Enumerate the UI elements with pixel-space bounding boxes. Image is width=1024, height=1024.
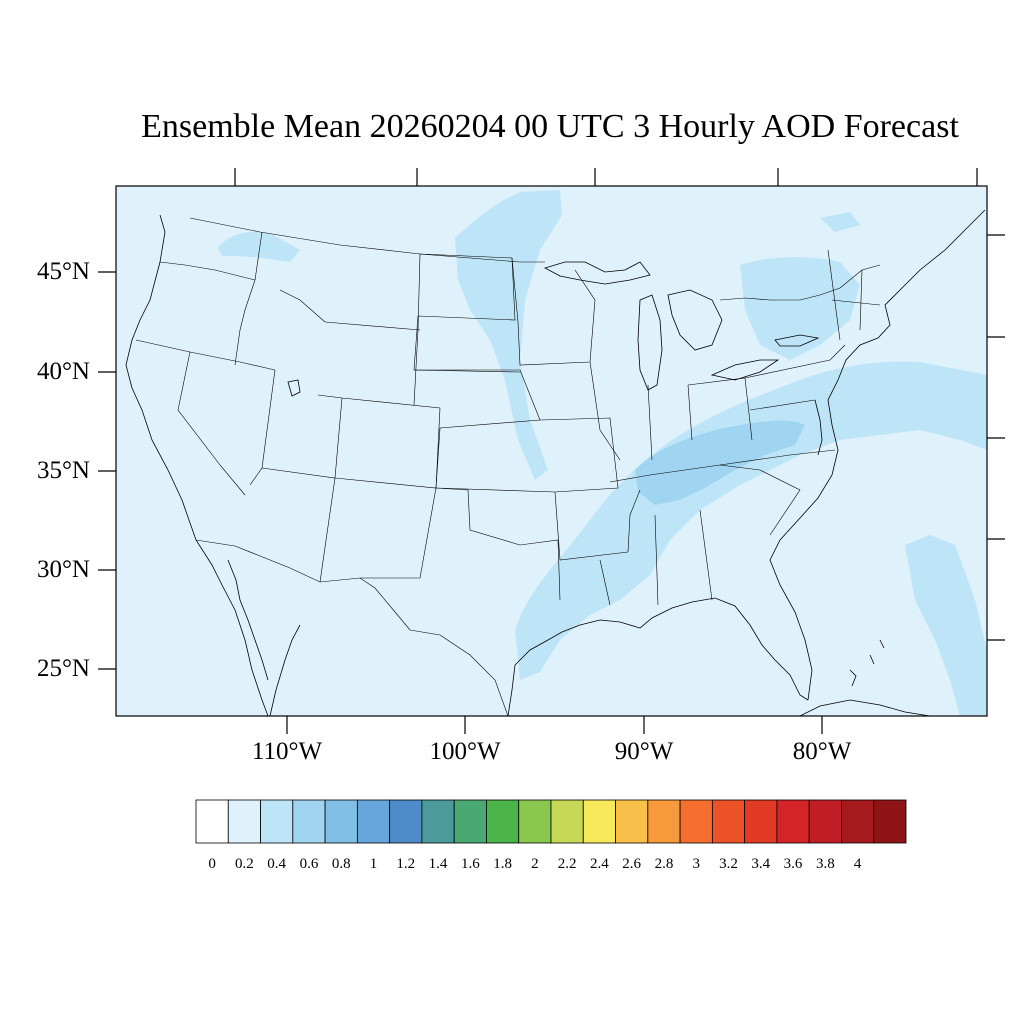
state-ut-co [261,394,441,489]
colorbar [195,799,907,844]
colorbar-label: 0.4 [267,856,287,872]
colorbar-swatch [227,799,261,844]
colorbar-label: 2 [531,856,539,872]
lat-label-45n: 45°N [36,258,90,285]
state-southeast [599,464,801,606]
colorbar-swatch [389,799,423,844]
lon-label-110w: 110°W [251,738,323,765]
colorbar-label: 2.8 [654,856,674,872]
gulf-coastline [507,597,809,716]
atlantic-coastline [769,209,986,701]
lake-huron [667,289,723,351]
colorbar-swatch [615,799,649,844]
great-salt-lake [287,379,301,397]
lon-label-90w: 90°W [614,738,674,765]
colorbar-label: 2.2 [557,856,577,872]
colorbar-label: 3.6 [783,856,803,872]
colorbar-swatch [776,799,810,844]
lake-ontario [774,334,820,347]
state-az-nm [319,477,437,583]
aod-shading [218,190,987,716]
aod-patch-atlantic [905,535,987,716]
colorbar-label: 3.2 [719,856,738,872]
lake-superior [543,261,651,285]
colorbar-swatch [195,799,229,844]
political-boundaries [135,217,881,716]
figure-title: Ensemble Mean 20260204 00 UTC 3 Hourly A… [141,108,959,145]
colorbar-swatch [647,799,681,844]
map-frame [115,185,988,717]
aod-patch-northwest [218,232,300,262]
coastlines [125,209,986,716]
colorbar-label: 2.6 [622,856,642,872]
colorbar-swatch [486,799,520,844]
colorbar-swatch [421,799,455,844]
state-ok-tx [435,487,561,601]
colorbar-swatch [679,799,713,844]
state-ne-ks [414,369,556,493]
colorbar-label: 2.4 [590,856,609,872]
colorbar-label: 0.8 [331,856,351,872]
colorbar-label: 1.8 [493,856,512,872]
bahamas-coastline [849,639,885,687]
colorbar-label: 0.2 [235,856,254,872]
colorbar-swatch [711,799,746,844]
colorbar-label: 0 [208,856,216,872]
colorbar-swatch [808,799,842,844]
state-nv-ca [177,351,246,496]
state-wa-or [159,261,256,281]
state-il-in-oh [589,361,753,461]
aod-plume-plains [455,190,562,480]
colorbar-label: 0.6 [299,856,319,872]
baja-coastline [227,559,301,716]
aod-patch-northeast [740,257,860,360]
lat-label-30n: 30°N [36,556,90,583]
mexico-border [195,539,509,716]
axis-ticks [98,168,1005,734]
state-northeast [744,249,881,411]
state-mn-ia [511,257,596,366]
lat-label-35n: 35°N [36,457,90,484]
colorbar-label: 1.4 [428,856,448,872]
colorbar-swatch [260,799,294,844]
pacific-coastline [125,214,269,716]
state-mt-wy [324,253,421,406]
colorbar-swatch [356,799,391,844]
colorbar-swatch [841,799,875,844]
colorbar-label: 3 [692,856,700,872]
colorbar-swatch [453,799,487,844]
lat-label-25n: 25°N [36,655,90,682]
colorbar-swatch [550,799,584,844]
colorbar-swatch [744,799,778,844]
colorbar-label: 3.4 [751,856,771,872]
colorbar-swatch [873,799,907,844]
colorbar-label: 1.2 [396,856,416,872]
state-id [234,231,326,366]
lake-michigan [637,294,663,391]
lon-label-80w: 80°W [792,738,852,765]
aod-core-tennessee [635,420,805,505]
chesapeake-bay [814,399,823,456]
colorbar-swatch [518,799,552,844]
colorbar-swatch [582,799,616,844]
colorbar-label: 3.8 [815,856,835,872]
canada-border [189,217,881,301]
lat-label-40n: 40°N [36,358,90,385]
colorbar-swatch [292,799,326,844]
cuba-coastline [799,699,931,716]
state-or-ca-nv [135,339,276,371]
colorbar-label: 1.6 [460,856,480,872]
colorbar-label: 1 [369,856,378,872]
colorbar-label: 4 [853,856,862,872]
lake-erie [710,359,780,381]
lon-label-100w: 100°W [429,738,501,765]
aod-patch-quebec [820,212,860,232]
colorbar-swatch [324,799,358,844]
